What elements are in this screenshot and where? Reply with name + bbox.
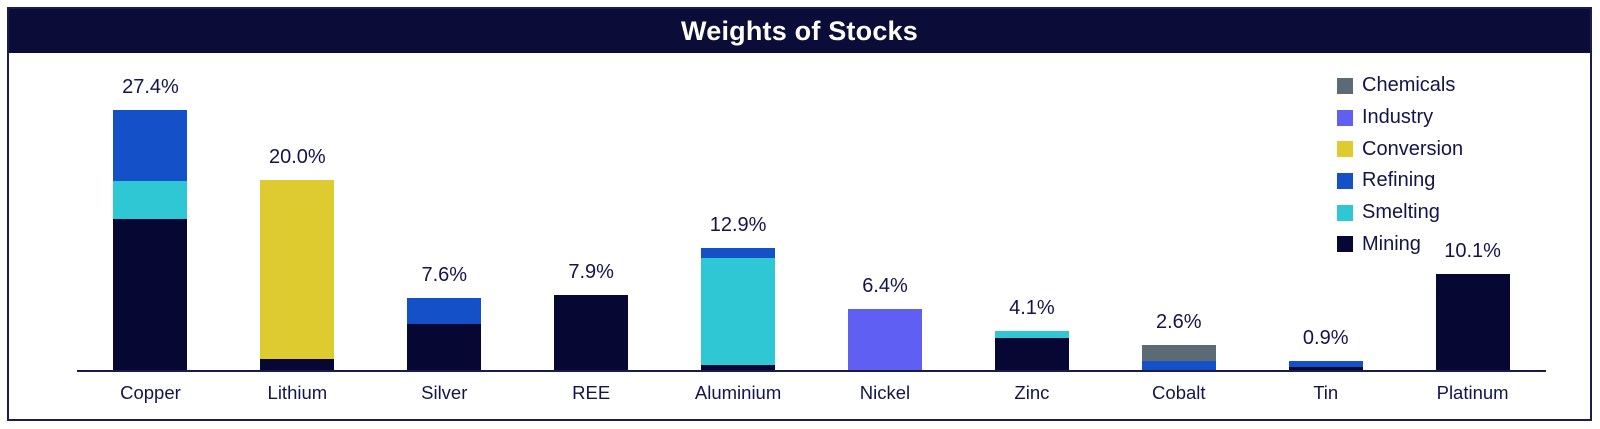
legend-label: Smelting [1362,201,1440,224]
chart-title-band: Weights of Stocks [9,9,1590,53]
stacked-bar [701,247,776,370]
bar-column: 4.1% [958,53,1105,370]
legend-swatch [1337,77,1353,94]
stacked-bar [407,297,482,370]
bar-segment-mining [701,365,776,370]
legend-item: Industry [1337,102,1463,134]
bar-segment-smelting [113,181,188,220]
bar-segment-industry [847,309,922,370]
bar-value-label: 4.1% [1009,297,1055,320]
bar-segment-refining [407,297,482,324]
bar-column: 2.6% [1105,53,1252,370]
legend-item: Chemicals [1337,70,1463,102]
legend-label: Chemicals [1362,74,1456,97]
plot-area: 27.4% 20.0% 7.6% 7.9% 12.9% 6.4% 4.1% 2.6% 0.9% 1… [9,53,1590,419]
legend-label: Refining [1362,169,1436,192]
legend-label: Mining [1362,232,1421,255]
bar-value-label: 2.6% [1156,311,1202,334]
legend-swatch [1337,172,1353,189]
bar-segment-smelting [994,331,1069,339]
x-axis-label: Cobalt [1152,382,1206,403]
bar-segment-mining [554,295,629,370]
stacked-bar [1141,345,1216,370]
bar-segment-refining [1288,361,1363,368]
bar-column: 7.9% [518,53,665,370]
legend-item: Mining [1337,228,1463,260]
bar-segment-mining [1288,367,1363,370]
bar-segment-conversion [260,180,335,359]
bar-segment-refining [1141,361,1216,370]
x-axis-label: Aluminium [694,382,782,403]
legend-swatch [1337,109,1353,126]
chart-frame: Weights of Stocks 27.4% 20.0% 7.6% 7.9% 12.9… [7,7,1592,421]
stacked-bar [1288,361,1363,370]
bar-segment-mining [113,219,188,370]
legend-label: Industry [1362,106,1434,129]
x-axis-label: Nickel [859,382,911,403]
stacked-bar [113,109,188,370]
legend-item: Refining [1337,165,1463,197]
bar-column: 0.9% [1252,53,1399,370]
x-axis-label: Silver [421,382,468,403]
stacked-bar [1435,274,1510,370]
legend-swatch [1337,204,1353,221]
bar-column: 10.1% [1399,53,1546,370]
stacked-bar [847,309,922,370]
bar-value-label: 7.9% [568,261,614,284]
legend-item: Smelting [1337,197,1463,229]
x-axis-label: Zinc [1014,382,1050,403]
bar-column: 6.4% [812,53,959,370]
bar-segment-chemicals [1141,345,1216,361]
legend-label: Conversion [1362,137,1464,160]
bar-value-label: 0.9% [1302,327,1349,350]
bar-value-label: 20.0% [269,146,326,169]
bar-segment-refining [701,247,776,259]
legend-swatch [1337,141,1353,158]
bar-value-label: 12.9% [709,213,767,236]
stacked-bar [554,295,629,370]
bar-segment-mining [994,338,1069,370]
x-axis-label: REE [572,382,611,403]
bar-column: 12.9% [665,53,812,370]
bar-value-label: 27.4% [122,75,179,98]
bar-value-label: 6.4% [862,275,908,298]
bar-segment-mining [1435,274,1510,370]
bar-value-label: 10.1% [1444,240,1501,263]
chart-title: Weights of Stocks [681,15,918,46]
bar-value-label: 7.6% [421,263,468,286]
legend-swatch [1337,236,1353,253]
bar-column: 27.4% [77,53,224,370]
bar-segment-smelting [701,258,776,366]
x-axis-labels: Copper Lithium Silver REE Aluminium Nickel Zin… [77,372,1546,404]
stacked-bar [994,331,1069,370]
x-axis-label: Platinum [1436,382,1509,403]
x-axis-label: Tin [1313,382,1339,403]
bar-segment-mining [260,358,335,370]
bar-column: 20.0% [224,53,371,370]
x-axis-label: Copper [120,382,181,403]
plot-columns: 27.4% 20.0% 7.6% 7.9% 12.9% 6.4% 4.1% 2.6% 0.9% 1… [77,53,1546,372]
legend: Chemicals Industry Conversion Refining Smelt… [1337,70,1463,260]
legend-item: Conversion [1337,133,1463,165]
bar-segment-mining [407,323,482,370]
bar-segment-refining [113,109,188,182]
bar-column: 7.6% [371,53,518,370]
stacked-bar [260,180,335,370]
x-axis-label: Lithium [267,382,328,403]
